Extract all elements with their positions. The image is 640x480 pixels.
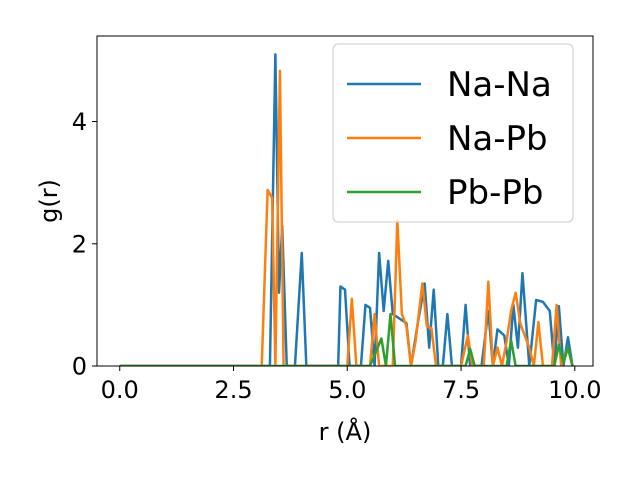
x-axis-label: r (Å) (319, 417, 372, 446)
y-tick-label: 2 (72, 230, 87, 258)
y-tick-label: 4 (72, 108, 87, 136)
y-tick-label: 0 (72, 353, 87, 381)
plot-frame (96, 35, 594, 367)
x-tick-label: 7.5 (442, 376, 480, 404)
x-tick-label: 10.0 (548, 376, 601, 404)
legend-box (332, 43, 574, 223)
x-tick-label: 0.0 (101, 376, 139, 404)
series-line-pb-pb (119, 312, 574, 366)
legend: Na-Na Na-Pb Pb-Pb (332, 43, 574, 223)
series-lines (119, 53, 574, 366)
series-line-na-pb (119, 69, 574, 366)
y-axis-label: g(r) (35, 179, 63, 223)
x-tick-label: 5.0 (328, 376, 366, 404)
x-tick-label: 2.5 (214, 376, 252, 404)
legend-label: Na-Na (447, 65, 552, 105)
legend-label: Na-Pb (447, 119, 548, 159)
axes: 0.0 2.5 5.0 7.5 10.0 0 2 4 r (Å) g(r) (35, 35, 602, 446)
legend-label: Pb-Pb (447, 173, 543, 213)
